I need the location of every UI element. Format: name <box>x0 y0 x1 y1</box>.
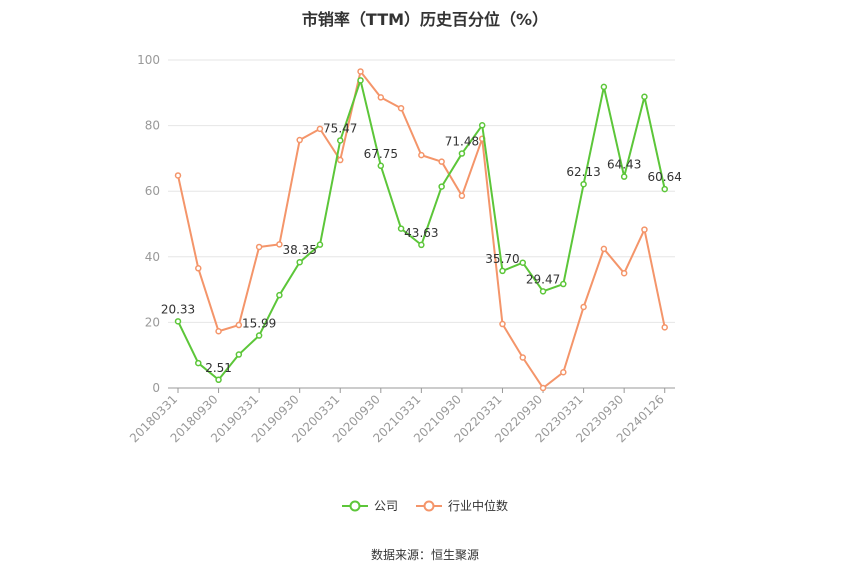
y-tick-label: 80 <box>145 119 160 133</box>
data-point-industry <box>215 328 222 335</box>
data-point-company <box>478 122 486 129</box>
legend-industry-label: 行业中位数 <box>448 499 509 513</box>
data-label: 75.47 <box>323 121 357 135</box>
data-point-industry <box>418 151 425 159</box>
y-tick-label: 60 <box>145 184 160 198</box>
data-point-industry <box>174 172 182 179</box>
data-label: 29.47 <box>526 272 560 286</box>
data-label: 35.70 <box>485 252 519 266</box>
legend-company-marker <box>341 500 368 511</box>
data-point-company <box>255 332 263 339</box>
data-point-company <box>296 258 303 266</box>
data-label: 71.48 <box>445 135 479 149</box>
data-point-company <box>215 376 222 384</box>
data-point-company <box>458 150 466 157</box>
data-point-company <box>357 77 364 84</box>
data-point-company <box>661 185 668 193</box>
data-label: 62.13 <box>566 165 600 179</box>
data-point-company <box>580 180 587 188</box>
data-source: 数据来源：恒生聚源 <box>370 548 479 562</box>
y-tick-label: 20 <box>145 315 160 329</box>
data-point-company <box>276 291 283 299</box>
data-point-industry <box>519 354 527 361</box>
data-point-industry <box>235 321 243 329</box>
data-label: 64.43 <box>607 158 641 172</box>
data-label: 15.99 <box>242 317 276 331</box>
data-point-company <box>377 162 385 170</box>
data-point-company <box>519 259 527 266</box>
data-point-industry <box>276 241 283 248</box>
data-point-industry <box>357 68 364 75</box>
data-point-company <box>499 267 506 275</box>
data-point-industry <box>377 94 385 101</box>
data-point-industry <box>397 104 405 112</box>
chart-title: 市销率（TTM）历史百分位（%） <box>301 10 549 29</box>
data-point-company <box>560 280 567 288</box>
data-point-company <box>418 241 425 249</box>
data-label: 2.51 <box>205 361 232 375</box>
data-point-company <box>539 288 547 295</box>
data-label: 60.64 <box>648 170 682 184</box>
data-point-industry <box>641 226 648 233</box>
data-point-company <box>620 173 628 180</box>
legend-item-industry[interactable]: 行业中位数 <box>416 497 508 514</box>
data-point-industry <box>499 320 506 328</box>
data-label: 67.75 <box>364 147 398 161</box>
data-label: 20.33 <box>161 302 195 316</box>
data-point-company <box>195 359 202 367</box>
data-point-company <box>641 93 648 100</box>
data-point-industry <box>296 136 303 144</box>
legend-item-company[interactable]: 公司 <box>341 497 398 514</box>
y-tick-label: 0 <box>152 381 160 395</box>
data-point-industry <box>620 269 628 277</box>
data-point-industry <box>661 324 668 331</box>
legend-industry-marker <box>416 500 442 511</box>
y-tick-label: 40 <box>145 250 160 264</box>
data-point-company <box>316 241 324 248</box>
data-point-industry <box>580 303 587 311</box>
data-label: 38.35 <box>283 243 317 257</box>
data-point-industry <box>255 243 263 251</box>
data-point-industry <box>195 265 202 272</box>
data-point-industry <box>539 384 547 392</box>
data-point-industry <box>316 125 324 133</box>
data-point-industry <box>600 245 608 253</box>
data-label: 43.63 <box>404 226 438 240</box>
data-point-company <box>174 318 182 325</box>
data-point-industry <box>560 369 567 376</box>
y-tick-label: 100 <box>137 53 160 67</box>
data-point-industry <box>438 158 445 165</box>
data-point-industry <box>336 156 344 164</box>
data-point-company <box>438 183 445 190</box>
data-point-company <box>336 137 344 144</box>
legend-company-label: 公司 <box>373 499 398 513</box>
data-point-industry <box>458 192 466 200</box>
data-point-company <box>235 351 243 358</box>
data-point-company <box>397 225 405 232</box>
data-point-company <box>600 83 608 91</box>
legend: 公司 行业中位数 <box>0 497 850 514</box>
